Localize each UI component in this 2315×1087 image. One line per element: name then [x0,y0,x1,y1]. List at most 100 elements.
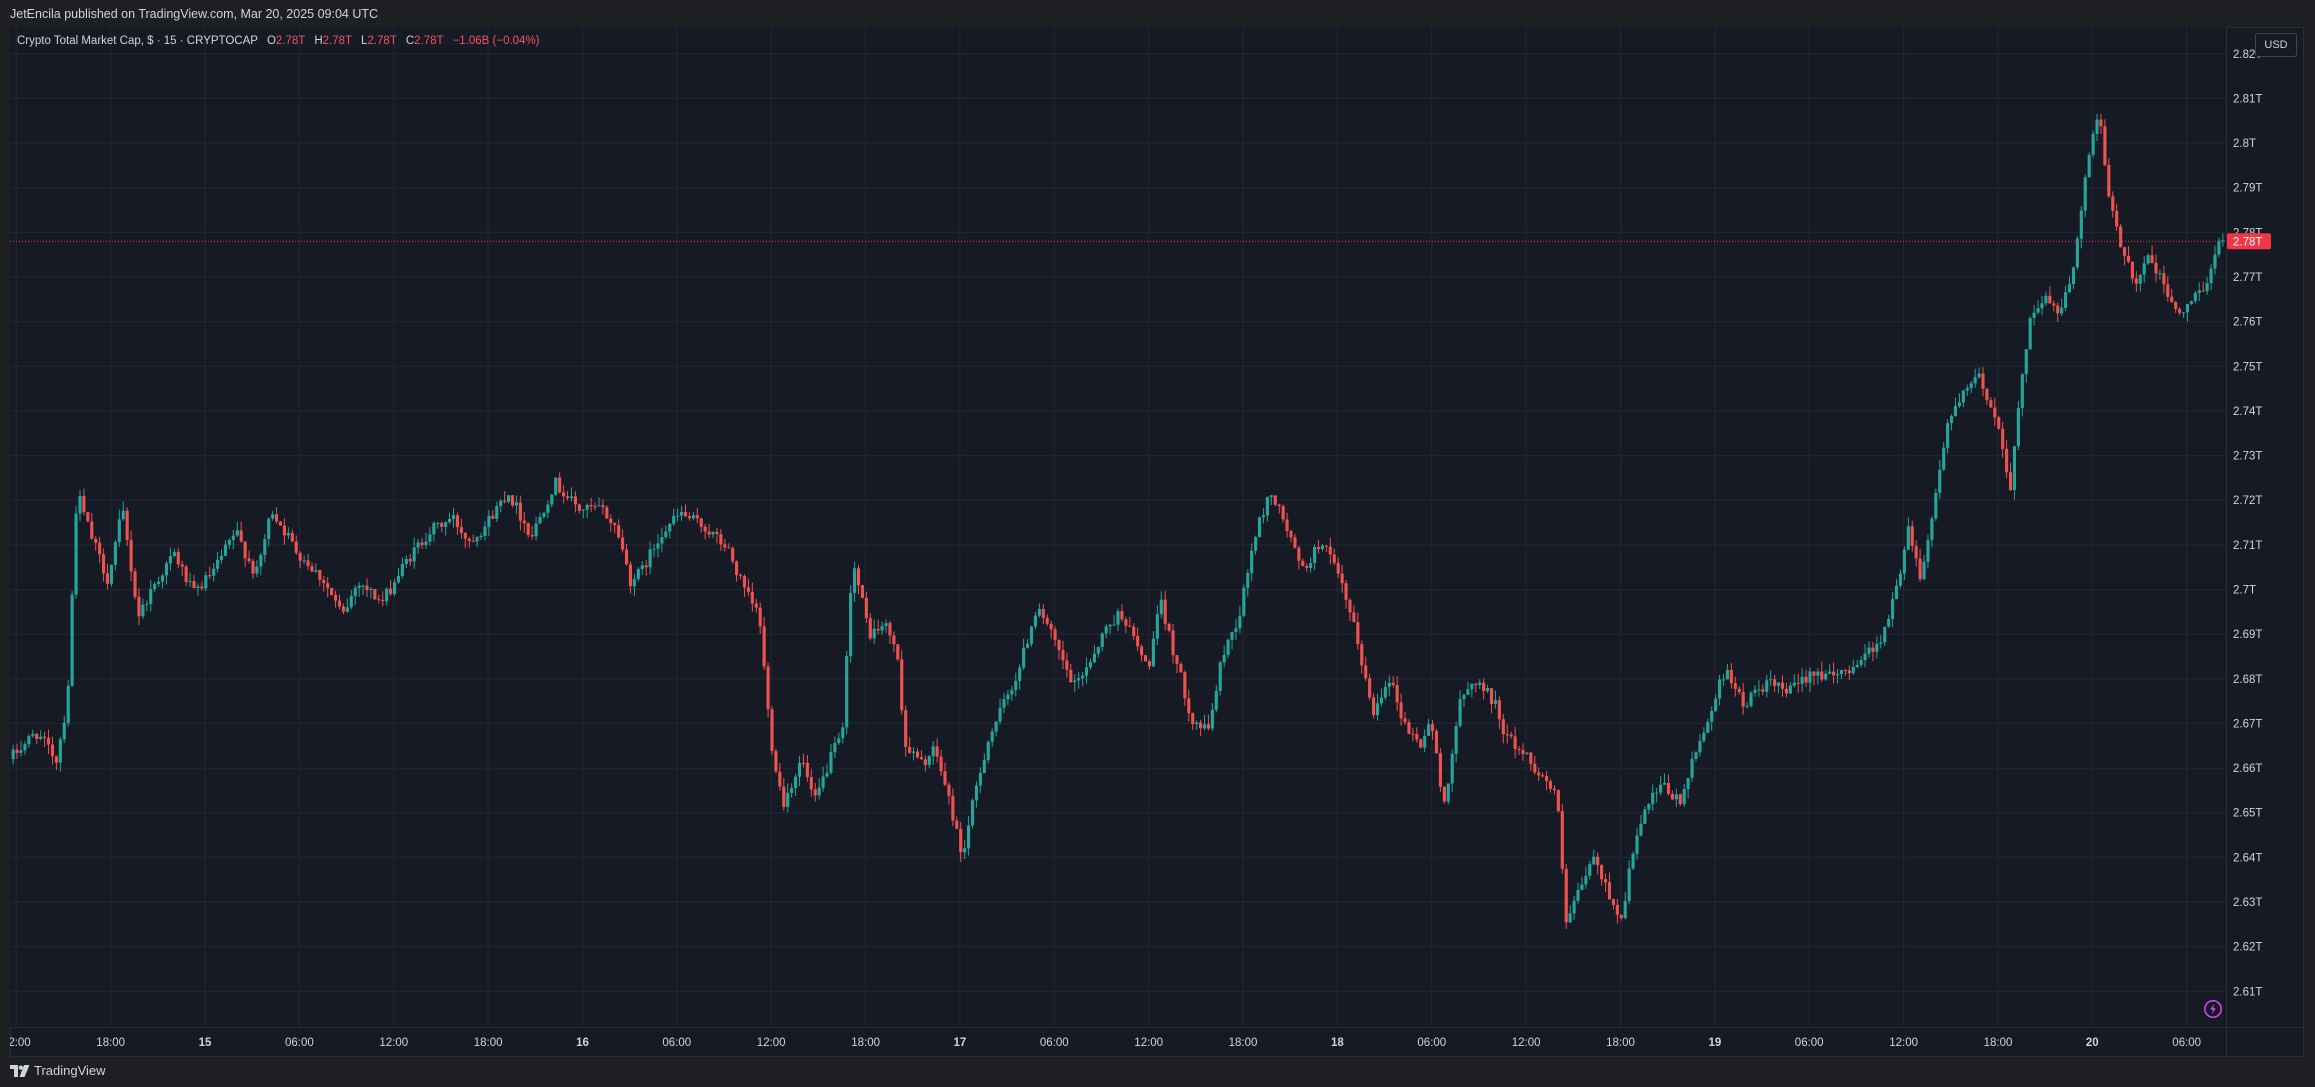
candle [707,523,711,538]
candle-body [1749,692,1753,706]
candle [1780,675,1785,697]
candle-body [1305,565,1309,568]
candle [790,783,794,798]
candle [1615,898,1619,924]
candle-body [1745,705,1749,707]
candle [243,541,247,568]
x-tick-label: 18:00 [1984,1037,2013,1049]
candle [1548,778,1553,793]
lightning-circle-icon[interactable] [2203,999,2223,1019]
candle-body [1627,868,1631,901]
candle [2040,295,2044,316]
candle [1403,711,1407,725]
candle-body [888,623,892,636]
candle [2213,245,2217,275]
candle [2095,114,2099,142]
candle [133,567,137,600]
candle-body [39,736,43,740]
candle [1018,664,1022,690]
candle-body [900,659,904,711]
candle-body [762,626,766,667]
candle [1348,598,1352,621]
candle-body [2213,254,2217,269]
candle [137,588,141,626]
candle [1997,415,2001,430]
y-tick-label: 2.61T [2233,986,2262,998]
candle [2099,113,2103,135]
candle-body [353,588,357,597]
candle-body [176,551,180,565]
candle-body [841,727,845,739]
candle [617,519,621,539]
candle-body [577,504,581,511]
candle [1191,712,1195,730]
candle [1281,504,1285,523]
candle-body [569,496,574,499]
candle-body [1835,674,1840,676]
candle-body [184,566,188,582]
candle [1702,727,1706,743]
candle-body [510,495,515,506]
candle-body [1513,736,1517,749]
candle [892,631,896,653]
candle [1364,656,1368,682]
footer-brand[interactable]: TradingView [10,1063,106,1078]
candle [1313,544,1317,570]
candle [66,680,70,727]
candle [491,510,495,519]
candle-body [2036,308,2040,313]
candle-body [695,515,699,519]
candle [1254,535,1258,555]
candle-body [1230,631,1234,640]
candle [550,493,554,507]
candle [1914,540,1918,567]
candle-body [911,751,916,753]
candle [2201,281,2205,292]
candle [1607,872,1612,900]
candle [286,527,290,540]
candle-body [1615,904,1619,915]
candle [345,598,349,614]
candle-body [1922,561,1926,580]
candle-body [1509,734,1513,737]
candle-body [719,534,723,545]
candle-body [2067,284,2072,293]
candle-body [723,544,727,548]
candle-body [1242,587,1246,616]
candle [1651,784,1655,811]
candle-body [825,772,829,777]
candle-body [389,588,393,594]
candle [1706,718,1710,734]
candle [1474,682,1478,693]
candle [1026,639,1030,649]
candle [1887,614,1891,628]
y-tick-label: 2.62T [2233,942,2262,954]
candle-body [943,771,947,785]
candle-body [1191,713,1195,725]
candle-body [160,575,165,582]
currency-button[interactable]: USD [2255,33,2297,57]
candle [1183,670,1187,706]
candle [483,521,487,541]
candle-body [286,533,290,536]
candle-body [1375,703,1380,716]
candle [797,755,802,787]
candle [459,518,463,539]
candle-body [133,571,137,597]
candle-body [872,628,876,639]
candle [2193,290,2197,304]
candle [1163,590,1167,631]
candle [1600,863,1604,886]
x-tick-label: 06:00 [285,1037,314,1049]
candle-body [455,515,460,528]
candle-body [298,552,302,561]
candle-body [479,535,483,538]
candle-body [1902,549,1906,574]
candlestick-chart[interactable]: 2.61T 2.62T 2.63T 2.64T 2.65T 2.66T 2.67T 2.68T… [10,27,2304,1057]
candle [94,536,98,551]
candle [1454,721,1458,763]
candle-body [978,773,982,786]
candle-body [1430,724,1435,732]
candle [2134,271,2138,292]
candle-body [66,685,70,723]
